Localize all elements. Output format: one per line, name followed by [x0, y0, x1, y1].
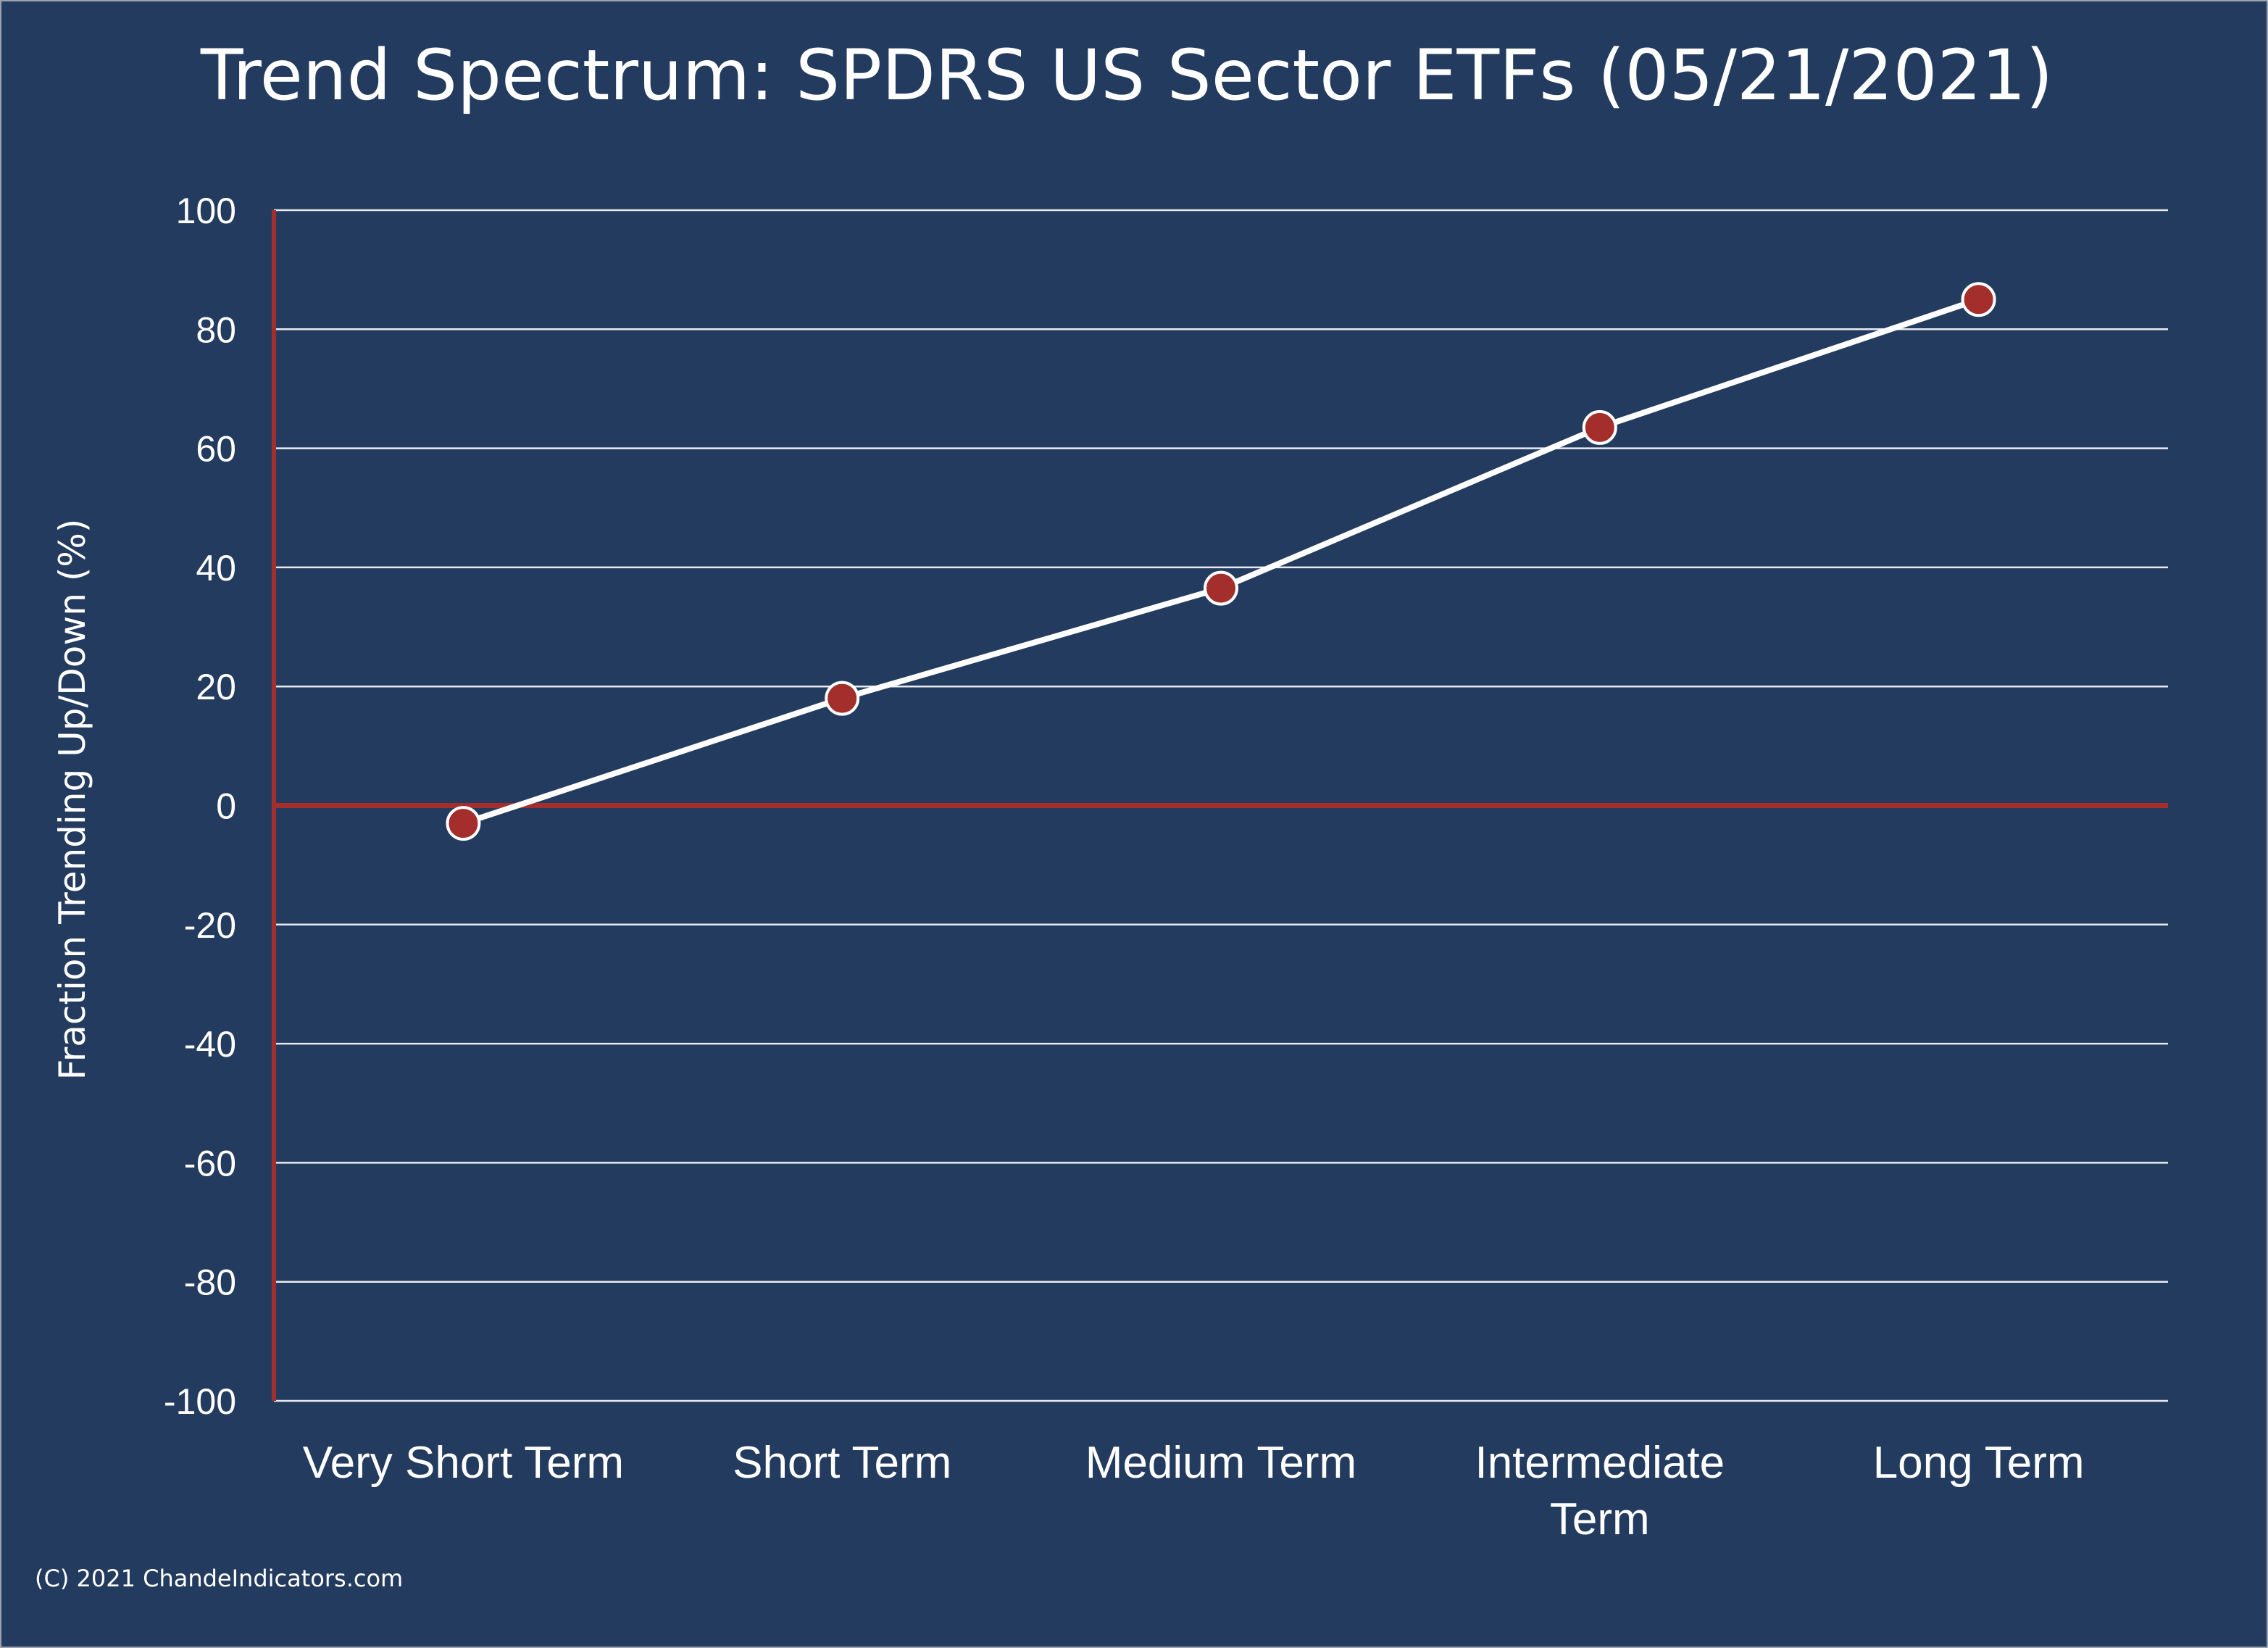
y-axis-label: Fraction Trending Up/Down (%): [51, 519, 93, 1081]
data-point-marker: [446, 806, 481, 841]
axes: [272, 210, 2168, 1401]
y-tick-label: -40: [184, 1024, 236, 1065]
y-tick-label: 40: [196, 548, 236, 588]
x-category-labels: Very Short Term Short Term Medium Term Inte…: [303, 1438, 2085, 1544]
y-tick-label: 20: [196, 667, 236, 707]
x-category-label: Very Short Term: [303, 1438, 624, 1488]
y-tick-label: 0: [216, 786, 236, 827]
y-tick-label: -60: [184, 1143, 236, 1183]
y-tick-label: -80: [184, 1262, 236, 1303]
data-point-marker: [1204, 570, 1238, 606]
data-point-marker: [1582, 409, 1617, 445]
x-category-label: Long Term: [1873, 1438, 2085, 1488]
y-tick-label: -100: [164, 1381, 236, 1422]
y-tick-label: 60: [196, 429, 236, 470]
chart-title: Trend Spectrum: SPDRS US Sector ETFs (05…: [200, 35, 2053, 116]
x-category-label: Short Term: [733, 1438, 951, 1488]
x-category-label: Medium Term: [1085, 1438, 1356, 1488]
y-tick-labels: 100 80 60 40 20 0 -20 -40 -60 -80 -100: [164, 191, 236, 1422]
copyright-footer: (C) 2021 ChandeIndicators.com: [35, 1565, 403, 1592]
y-tick-label: 100: [176, 191, 236, 231]
gridlines: [274, 209, 2168, 1402]
x-category-label: Intermediate Term: [1475, 1438, 1725, 1544]
data-point-marker: [1961, 282, 1996, 317]
y-tick-label: -20: [184, 905, 236, 946]
data-point-marker: [825, 681, 860, 716]
series-layer: [446, 282, 1996, 841]
y-tick-label: 80: [196, 309, 236, 350]
